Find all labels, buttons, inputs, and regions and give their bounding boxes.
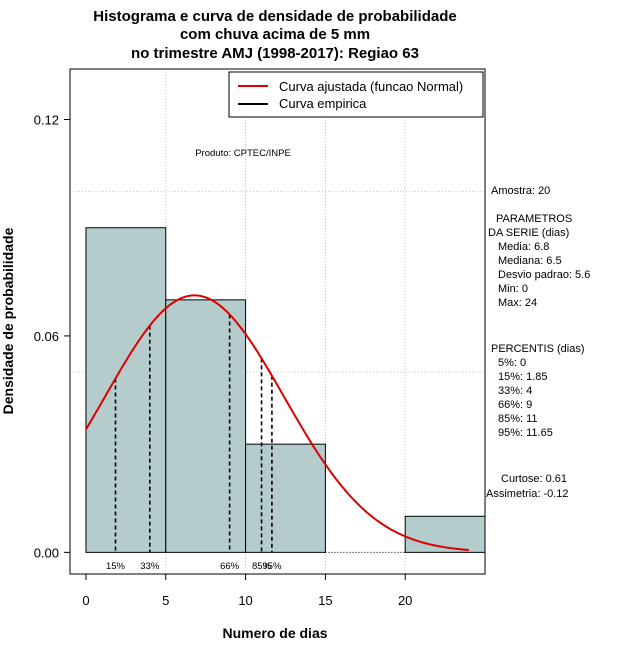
params-title-2: DA SERIE (dias): [488, 227, 569, 239]
stat-stddev: Desvio padrao: 5.6: [498, 269, 590, 281]
x-tick-label-4: 20: [398, 593, 412, 608]
chart-title-line-3: no trimestre AMJ (1998-2017): Regiao 63: [131, 45, 419, 62]
percentile-label-85: 85%: [252, 561, 272, 572]
product-annotation: Produto: CPTEC/INPE: [195, 148, 291, 159]
y-tick-label-0: 0.00: [34, 545, 59, 560]
chart-title-line-2: com chuva acima de 5 mm: [180, 26, 370, 43]
sample-size: Amostra: 20: [491, 185, 550, 197]
x-axis-title: Numero de dias: [222, 625, 327, 641]
percentil-85: 85%: 11: [498, 413, 538, 425]
stat-min: Min: 0: [498, 283, 528, 295]
normal-curve-line: [85, 294, 470, 552]
y-tick-label-1: 0.06: [34, 329, 59, 344]
percentile-label-33: 33%: [140, 561, 160, 572]
axes: 0 5 10 15 20 0.00 0.06 0.12: [34, 113, 413, 609]
histogram-bar-1: [165, 299, 247, 553]
percentil-15: 15%: 1.85: [498, 371, 548, 383]
legend-label-empirical: Curva empirica: [279, 96, 367, 111]
x-tick-label-1: 5: [162, 593, 169, 608]
histogram-bars: [85, 227, 486, 553]
percentil-33: 33%: 4: [498, 385, 532, 397]
legend-box: [228, 71, 484, 118]
x-tick-label-0: 0: [82, 593, 89, 608]
chart-title-line-1: Histograma e curva de densidade de proba…: [93, 8, 456, 25]
params-title-1: PARAMETROS: [496, 213, 572, 225]
percentile-label-15: 15%: [106, 561, 126, 572]
percentil-95: 95%: 11.65: [498, 427, 553, 439]
plot-frame: [69, 68, 486, 575]
percentil-5: 5%: 0: [498, 357, 526, 369]
percentile-label-95: 95%: [262, 561, 282, 572]
percentil-66: 66%: 9: [498, 399, 532, 411]
percentis-title: PERCENTIS (dias): [491, 343, 585, 355]
legend-label-normal: Curva ajustada (funcao Normal): [279, 79, 463, 94]
stat-max: Max: 24: [498, 297, 537, 309]
legend: Curva ajustada (funcao Normal) Curva emp…: [228, 71, 484, 118]
stat-mean: Media: 6.8: [498, 241, 549, 253]
histogram-bar-0: [85, 227, 167, 553]
x-tick-label-3: 15: [318, 593, 332, 608]
skewness: Assimetria: -0.12: [486, 488, 569, 500]
side-panel: Amostra: 20 PARAMETROS DA SERIE (dias) M…: [486, 185, 590, 500]
percentile-lines: 15% 33% 66% 85%95%: [106, 314, 282, 572]
kurtosis: Curtose: 0.61: [501, 473, 567, 485]
percentile-label-66: 66%: [220, 561, 240, 572]
y-axis-title: Densidade de probabilidade: [0, 227, 16, 414]
histogram-bar-2: [245, 443, 326, 553]
stat-median: Mediana: 6.5: [498, 255, 562, 267]
y-tick-label-2: 0.12: [34, 113, 59, 128]
x-tick-label-2: 10: [238, 593, 252, 608]
normal-curve: [85, 294, 470, 552]
